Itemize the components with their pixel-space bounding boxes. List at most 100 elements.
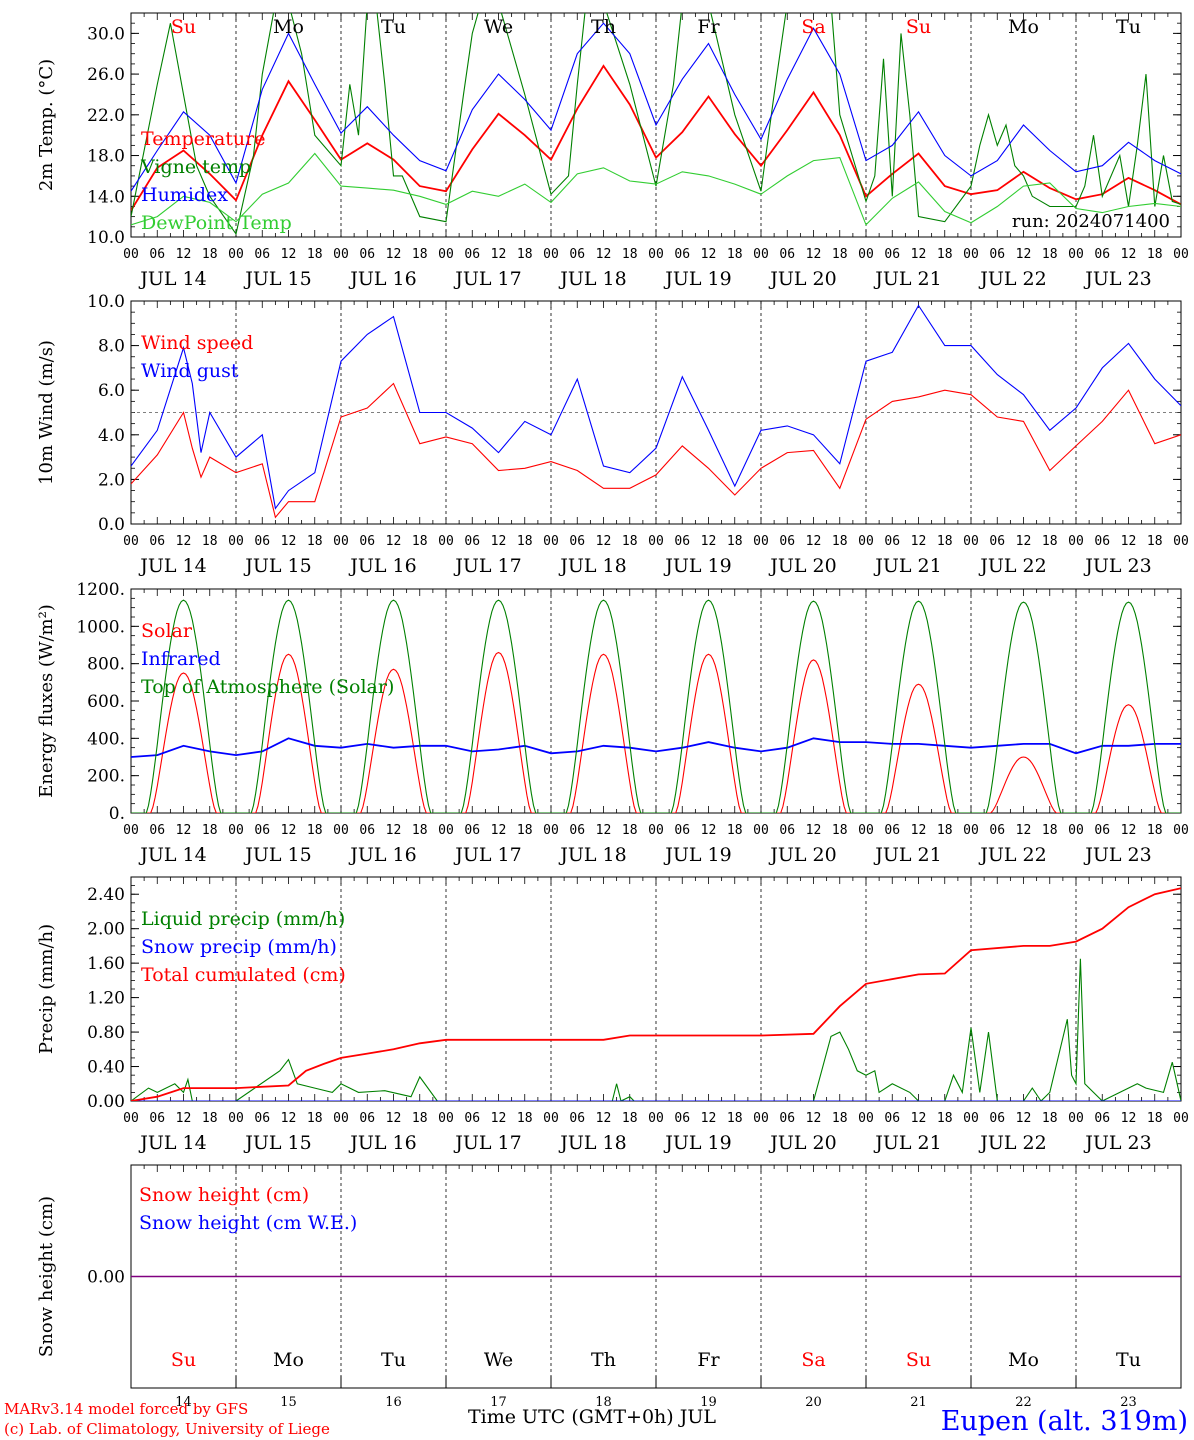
- date-label: JUL 21: [873, 1132, 941, 1154]
- hour-tick-label: 06: [464, 247, 480, 262]
- hour-tick-label: 00: [963, 1111, 979, 1126]
- legend-label: Temperature: [141, 128, 265, 150]
- hour-tick-label: 00: [228, 1111, 244, 1126]
- weekday-label: Mo: [273, 1349, 304, 1371]
- hour-tick-label: 12: [806, 247, 822, 262]
- panel-frame: [130, 588, 1182, 814]
- hour-tick-label: 12: [281, 1111, 297, 1126]
- hour-tick-label: 12: [491, 823, 507, 838]
- legend-label: Wind gust: [141, 360, 239, 382]
- hour-tick-label: 12: [176, 534, 192, 549]
- hour-tick-label: 06: [149, 534, 165, 549]
- hour-tick-label: 00: [753, 534, 769, 549]
- legend-label: Humidex: [141, 184, 228, 206]
- day-number-label: 14: [175, 1395, 192, 1410]
- hour-tick-label: 18: [832, 1111, 848, 1126]
- date-label: JUL 22: [978, 1132, 1046, 1154]
- hour-tick-label: 00: [333, 1111, 349, 1126]
- date-label: JUL 15: [243, 555, 311, 577]
- hour-tick-label: 12: [596, 247, 612, 262]
- hour-tick-label: 00: [858, 247, 874, 262]
- day-number-label: 21: [910, 1395, 927, 1410]
- y-tick-label: 0.40: [87, 1058, 125, 1078]
- date-label: JUL 15: [243, 1132, 311, 1154]
- series-group: [131, 887, 1181, 1101]
- series-group: [131, 13, 1181, 236]
- hour-tick-label: 12: [1121, 1111, 1137, 1126]
- hour-tick-label: 00: [333, 534, 349, 549]
- hour-tick-label: 00: [648, 823, 664, 838]
- weekday-label: We: [484, 1349, 513, 1371]
- y-tick-label: 0.00: [87, 1268, 125, 1288]
- date-label: JUL 21: [873, 268, 941, 290]
- hour-tick-label: 18: [307, 534, 323, 549]
- hour-tick-label: 00: [123, 247, 139, 262]
- y-tick-label: 14.0: [87, 187, 125, 207]
- hour-tick-label: 00: [228, 823, 244, 838]
- hour-tick-label: 06: [989, 247, 1005, 262]
- hour-tick-label: 18: [727, 1111, 743, 1126]
- legend-label: Wind speed: [141, 332, 253, 354]
- y-tick-label: 0.00: [87, 1092, 125, 1112]
- series-line-3: [131, 887, 1181, 1101]
- date-label: JUL 16: [348, 844, 416, 866]
- hour-tick-label: 12: [806, 823, 822, 838]
- hour-tick-label: 12: [806, 534, 822, 549]
- hour-tick-label: 06: [359, 1111, 375, 1126]
- hour-tick-label: 12: [701, 1111, 717, 1126]
- hour-tick-label: 12: [491, 247, 507, 262]
- hour-tick-label: 06: [884, 247, 900, 262]
- hour-tick-label: 12: [1016, 1111, 1032, 1126]
- y-tick-label: 30.0: [87, 24, 125, 44]
- hour-tick-label: 18: [202, 823, 218, 838]
- hour-tick-label: 12: [1016, 823, 1032, 838]
- date-label: JUL 19: [663, 268, 731, 290]
- hour-tick-label: 18: [832, 247, 848, 262]
- hour-tick-label: 06: [149, 247, 165, 262]
- y-tick-label: 6.0: [98, 381, 125, 401]
- hour-tick-label: 18: [412, 247, 428, 262]
- hour-tick-label: 06: [254, 1111, 270, 1126]
- hour-tick-label: 06: [779, 1111, 795, 1126]
- legend-label: Top of Atmosphere (Solar): [141, 676, 394, 698]
- y-axis-label: 2m Temp. (°C): [36, 59, 57, 191]
- chart-panel-4: 0.00 0.40 0.80 1.20 1.60 2.00 2.40 Precip (mm/h…: [36, 876, 1189, 1154]
- hour-tick-label: 06: [464, 1111, 480, 1126]
- hour-tick-label: 18: [517, 1111, 533, 1126]
- hour-tick-label: 12: [911, 534, 927, 549]
- hour-tick-label: 18: [1042, 247, 1058, 262]
- series-line-3: [131, 22, 1181, 192]
- y-tick-label: 0.80: [87, 1023, 125, 1043]
- hour-tick-label: 00: [333, 247, 349, 262]
- y-tick-label: 1.20: [87, 989, 125, 1009]
- hour-tick-label: 06: [569, 247, 585, 262]
- hour-tick-label: 00: [228, 247, 244, 262]
- weekday-label: Th: [591, 16, 616, 38]
- hour-tick-label: 18: [937, 823, 953, 838]
- hour-tick-label: 00: [123, 823, 139, 838]
- day-number-label: 22: [1015, 1395, 1032, 1410]
- weekday-label: Sa: [801, 1349, 825, 1371]
- date-label: JUL 22: [978, 844, 1046, 866]
- date-label: JUL 19: [663, 1132, 731, 1154]
- hour-tick-label: 06: [359, 247, 375, 262]
- hour-tick-label: 06: [884, 1111, 900, 1126]
- hour-tick-label: 00: [438, 823, 454, 838]
- hour-tick-label: 06: [1094, 823, 1110, 838]
- hour-tick-label: 06: [359, 823, 375, 838]
- hour-tick-label: 12: [176, 247, 192, 262]
- series-line-2: [131, 13, 1181, 236]
- y-tick-label: 0.0: [98, 515, 125, 535]
- hour-tick-label: 00: [963, 823, 979, 838]
- hour-tick-label: 06: [674, 534, 690, 549]
- hour-tick-label: 18: [412, 534, 428, 549]
- hour-tick-label: 06: [569, 823, 585, 838]
- hour-tick-label: 00: [543, 823, 559, 838]
- hour-tick-label: 12: [806, 1111, 822, 1126]
- hour-tick-label: 00: [228, 534, 244, 549]
- date-label: JUL 16: [348, 555, 416, 577]
- hour-tick-label: 06: [1094, 534, 1110, 549]
- hour-tick-label: 00: [1173, 534, 1189, 549]
- hour-tick-label: 12: [491, 534, 507, 549]
